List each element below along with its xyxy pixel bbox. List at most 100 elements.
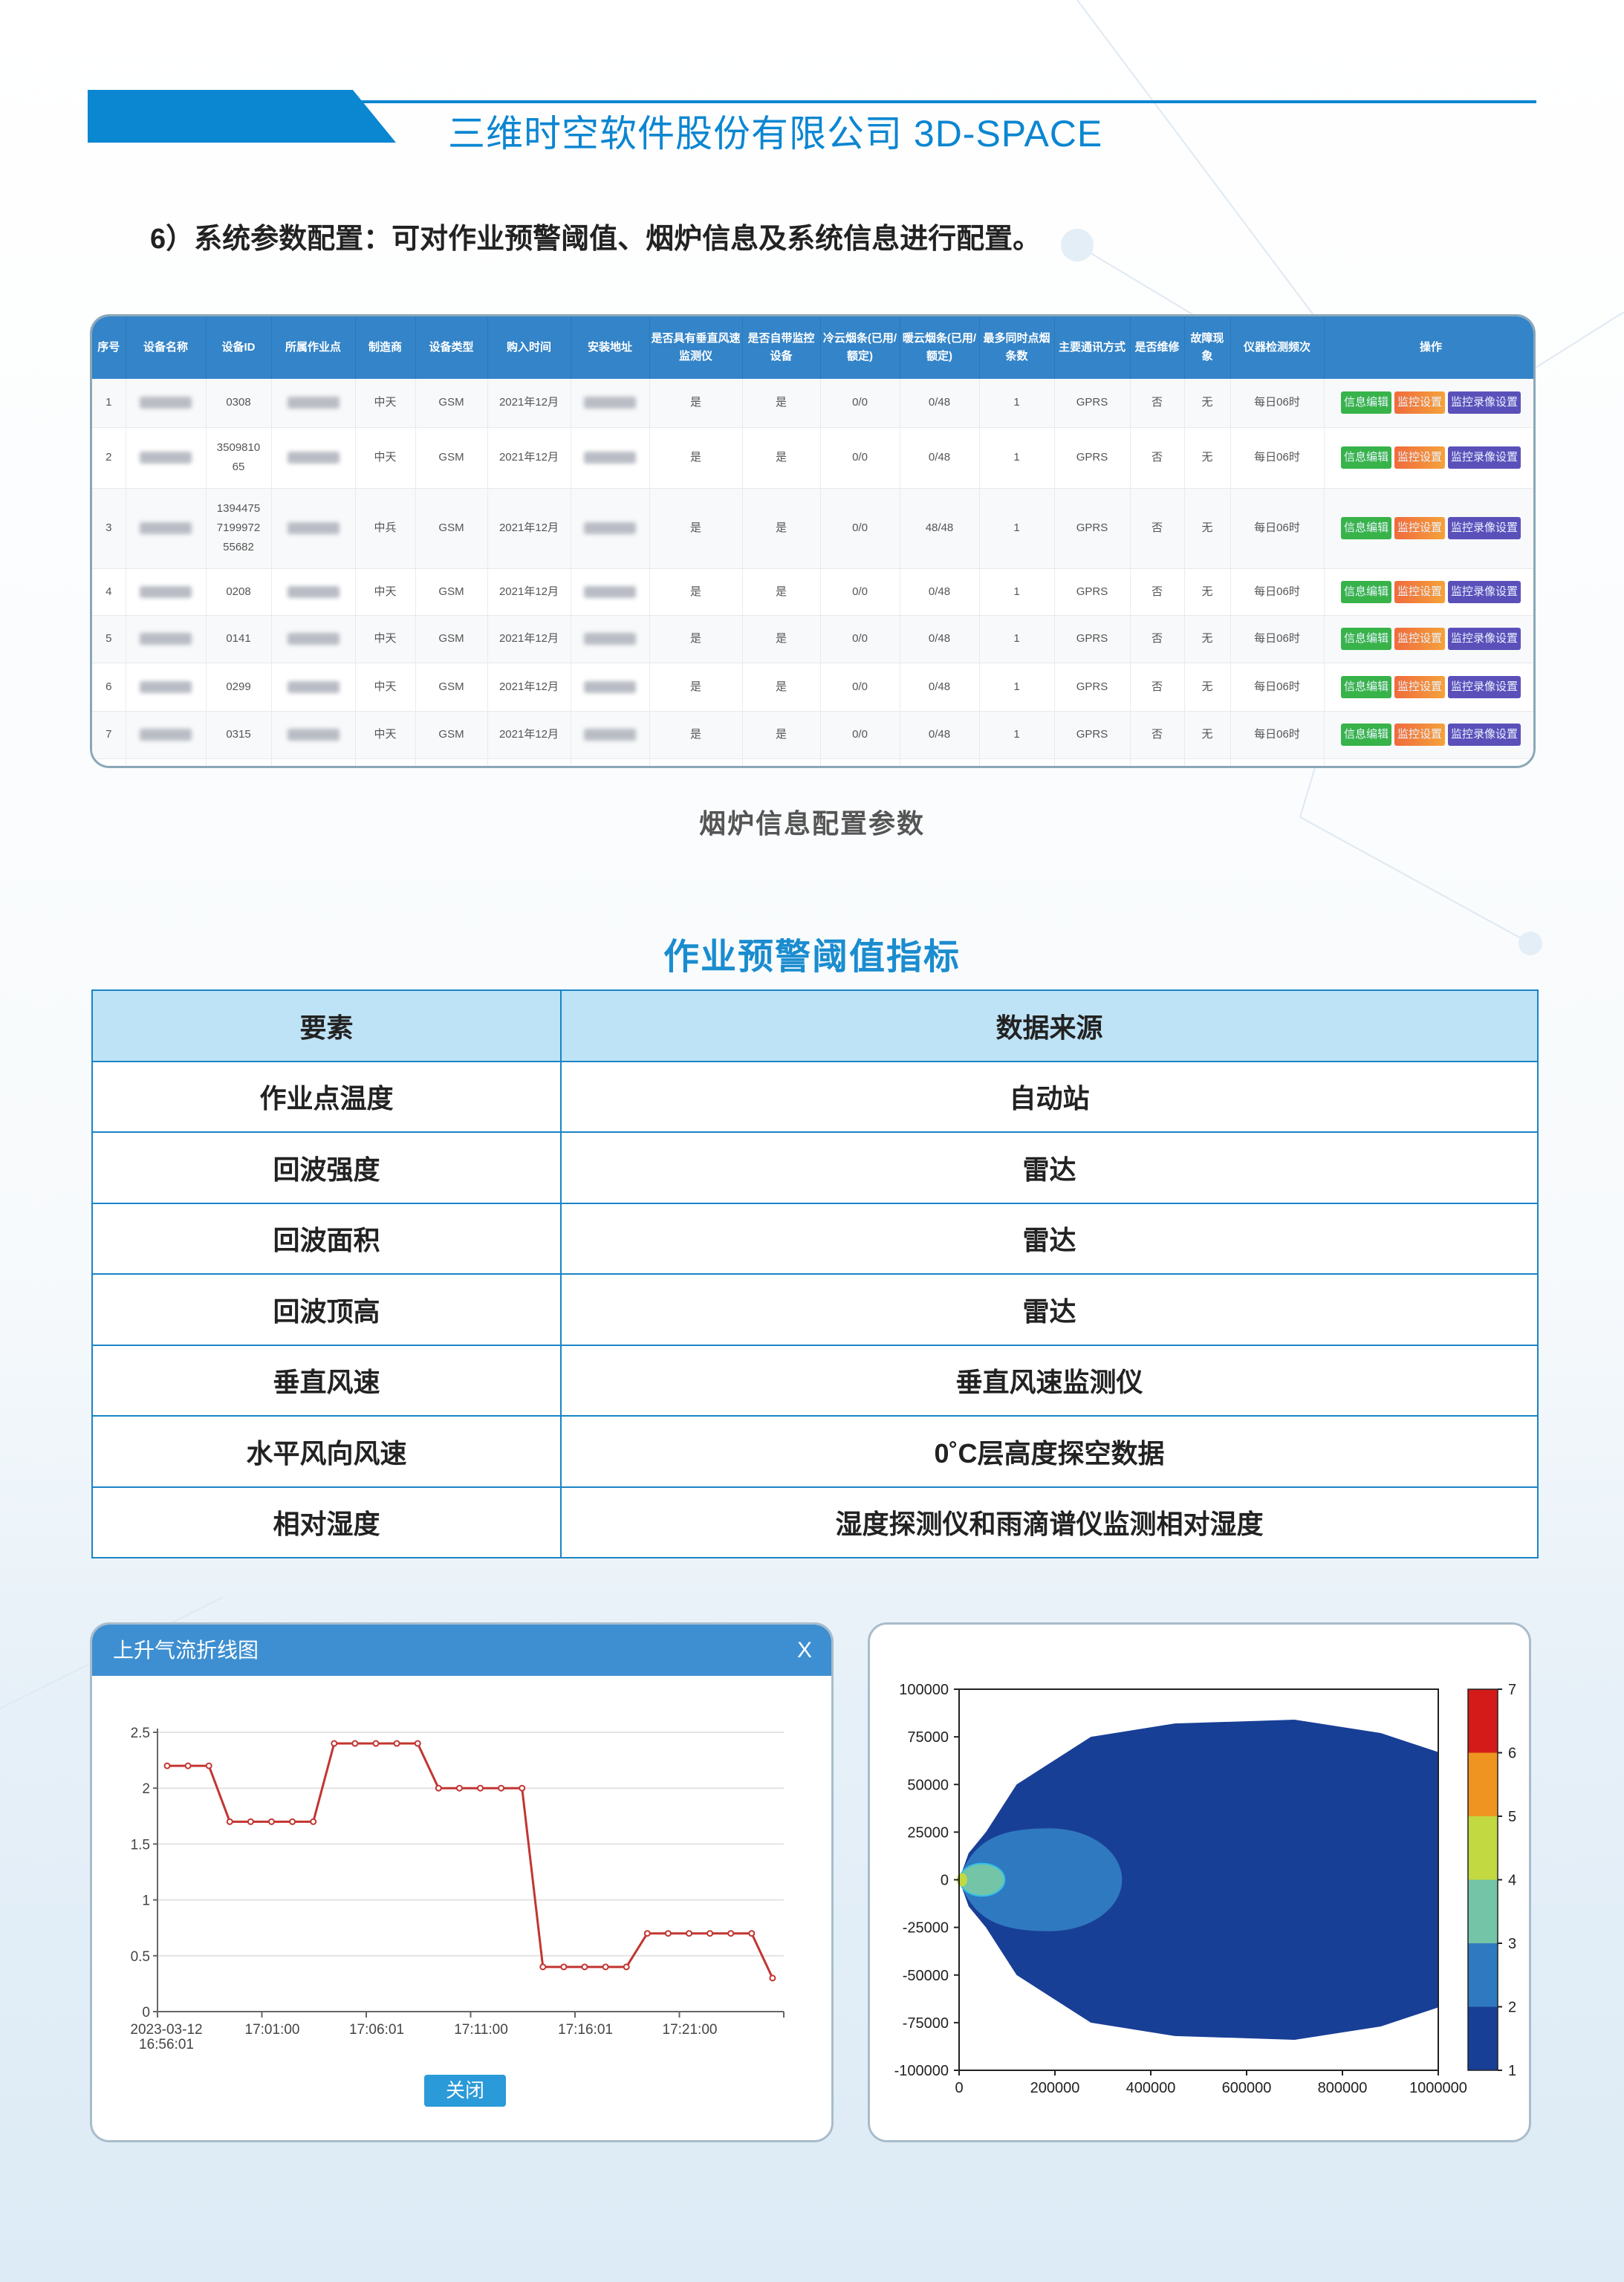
redacted-text (140, 680, 192, 693)
data-point[interactable] (351, 1740, 359, 1747)
data-point[interactable] (205, 1762, 212, 1769)
table-cell (571, 663, 650, 712)
edit-info-button[interactable]: 信息编辑 (1340, 391, 1391, 415)
data-point[interactable] (163, 1762, 171, 1769)
actions-cell: 信息编辑 监控设置 监控录像设置 (1324, 663, 1533, 712)
edit-info-button[interactable]: 信息编辑 (1340, 580, 1391, 603)
table-cell: 是 (649, 427, 743, 489)
edit-info-button[interactable]: 信息编辑 (1340, 724, 1391, 746)
data-point[interactable] (289, 1818, 296, 1825)
edit-info-button[interactable]: 信息编辑 (1340, 517, 1391, 539)
monitor-settings-button[interactable]: 监控设置 (1394, 446, 1445, 469)
recording-settings-button[interactable]: 监控录像设置 (1448, 580, 1521, 603)
data-point[interactable] (707, 1930, 714, 1937)
data-point[interactable] (727, 1930, 735, 1937)
y-tick-label: 1.5 (131, 1837, 150, 1853)
table-cell: 1 (979, 615, 1055, 663)
table-cell: 6 (92, 663, 126, 712)
table-cell: 0208 (206, 568, 272, 616)
monitor-settings-button[interactable]: 监控设置 (1394, 580, 1445, 603)
data-point[interactable] (247, 1818, 254, 1825)
element-cell: 相对湿度 (91, 1486, 562, 1558)
redacted-text (584, 522, 636, 535)
data-point[interactable] (560, 1963, 568, 1971)
data-point[interactable] (664, 1930, 672, 1937)
data-point[interactable] (435, 1784, 442, 1792)
table-cell: 每日06时 (1230, 568, 1325, 616)
table-cell: 否 (1130, 711, 1185, 759)
data-point[interactable] (602, 1963, 609, 1971)
data-point[interactable] (623, 1963, 630, 1971)
table-cell: 是 (742, 488, 821, 569)
data-point[interactable] (331, 1740, 338, 1747)
monitor-settings-button[interactable]: 监控设置 (1394, 724, 1445, 746)
table-cell: 0/48 (900, 663, 980, 712)
contour-level-2 (959, 1828, 1123, 1931)
close-button[interactable]: 关闭 (424, 2075, 506, 2107)
table-cell: 是 (742, 663, 821, 712)
monitor-settings-button[interactable]: 监控设置 (1394, 517, 1445, 539)
data-point[interactable] (539, 1963, 547, 1971)
monitor-settings-button[interactable]: 监控设置 (1394, 391, 1445, 415)
data-point[interactable] (455, 1784, 463, 1792)
data-point[interactable] (414, 1740, 421, 1747)
table-cell: GPRS (1054, 711, 1131, 759)
y-tick-label: 0.5 (131, 1949, 150, 1965)
x-tick-label: 0 (955, 2080, 963, 2096)
data-point[interactable] (581, 1963, 588, 1971)
edit-info-button[interactable]: 信息编辑 (1340, 675, 1391, 698)
table-cell (271, 427, 356, 489)
edit-info-button[interactable]: 信息编辑 (1340, 628, 1391, 650)
recording-settings-button[interactable]: 监控录像设置 (1448, 675, 1521, 698)
edit-info-button[interactable]: 信息编辑 (1340, 446, 1391, 469)
recording-settings-button[interactable]: 监控录像设置 (1448, 517, 1521, 539)
data-point[interactable] (310, 1818, 317, 1825)
table-cell (820, 758, 900, 766)
data-point[interactable] (268, 1818, 275, 1825)
x-tick-label: 17:01:00 (245, 2022, 300, 2038)
redacted-text (584, 452, 636, 464)
recording-settings-button[interactable]: 监控录像设置 (1448, 628, 1521, 650)
y-tick-label: -100000 (894, 2063, 949, 2079)
table-cell: 2021年12月 (487, 711, 571, 759)
table-row: 1 0308 中天 GSM 2021年12月是是 0/0 0/48 1 GPRS 否无每日06时信… (92, 379, 1533, 428)
table-cell: 2021年12月 (487, 615, 571, 663)
table-cell (900, 758, 980, 766)
data-point[interactable] (477, 1784, 484, 1792)
table-cell: 否 (1130, 379, 1185, 428)
close-icon[interactable]: X (796, 1638, 812, 1662)
table-cell: 每日06时 (1230, 711, 1325, 759)
data-point[interactable] (643, 1930, 651, 1937)
x-tick-label: 600000 (1222, 2080, 1272, 2096)
recording-settings-button[interactable]: 监控录像设置 (1448, 391, 1521, 415)
table-cell: 0/48 (900, 379, 980, 428)
x-tick-label: 400000 (1126, 2080, 1176, 2096)
x-tick-label: 17:06:01 (349, 2022, 404, 2038)
table-cell: GPRS (1054, 379, 1131, 428)
data-point[interactable] (498, 1784, 505, 1792)
redacted-text (287, 522, 340, 535)
table-cell: 中天 (355, 663, 416, 712)
table-cell (571, 758, 650, 766)
data-point[interactable] (184, 1762, 192, 1769)
threshold-table-title: 作业预警阈值指标 (663, 937, 961, 977)
series-line (167, 1742, 774, 1979)
table-cell: GSM (415, 711, 488, 759)
table-cell: 中兵 (355, 488, 416, 569)
monitor-settings-button[interactable]: 监控设置 (1394, 675, 1445, 698)
data-point[interactable] (769, 1974, 776, 1982)
redacted-text (287, 397, 340, 409)
data-point[interactable] (686, 1930, 692, 1937)
data-point[interactable] (748, 1930, 756, 1937)
table-cell: 是 (649, 568, 743, 616)
recording-settings-button[interactable]: 监控录像设置 (1448, 724, 1521, 746)
redacted-text (287, 585, 340, 598)
recording-settings-button[interactable]: 监控录像设置 (1448, 446, 1521, 469)
table-cell: 否 (1130, 488, 1185, 569)
data-point[interactable] (226, 1818, 233, 1825)
data-point[interactable] (393, 1740, 400, 1747)
data-point[interactable] (519, 1784, 526, 1792)
data-point[interactable] (372, 1740, 380, 1747)
monitor-settings-button[interactable]: 监控设置 (1394, 628, 1445, 650)
colorbar-tick-label: 1 (1508, 2063, 1516, 2079)
